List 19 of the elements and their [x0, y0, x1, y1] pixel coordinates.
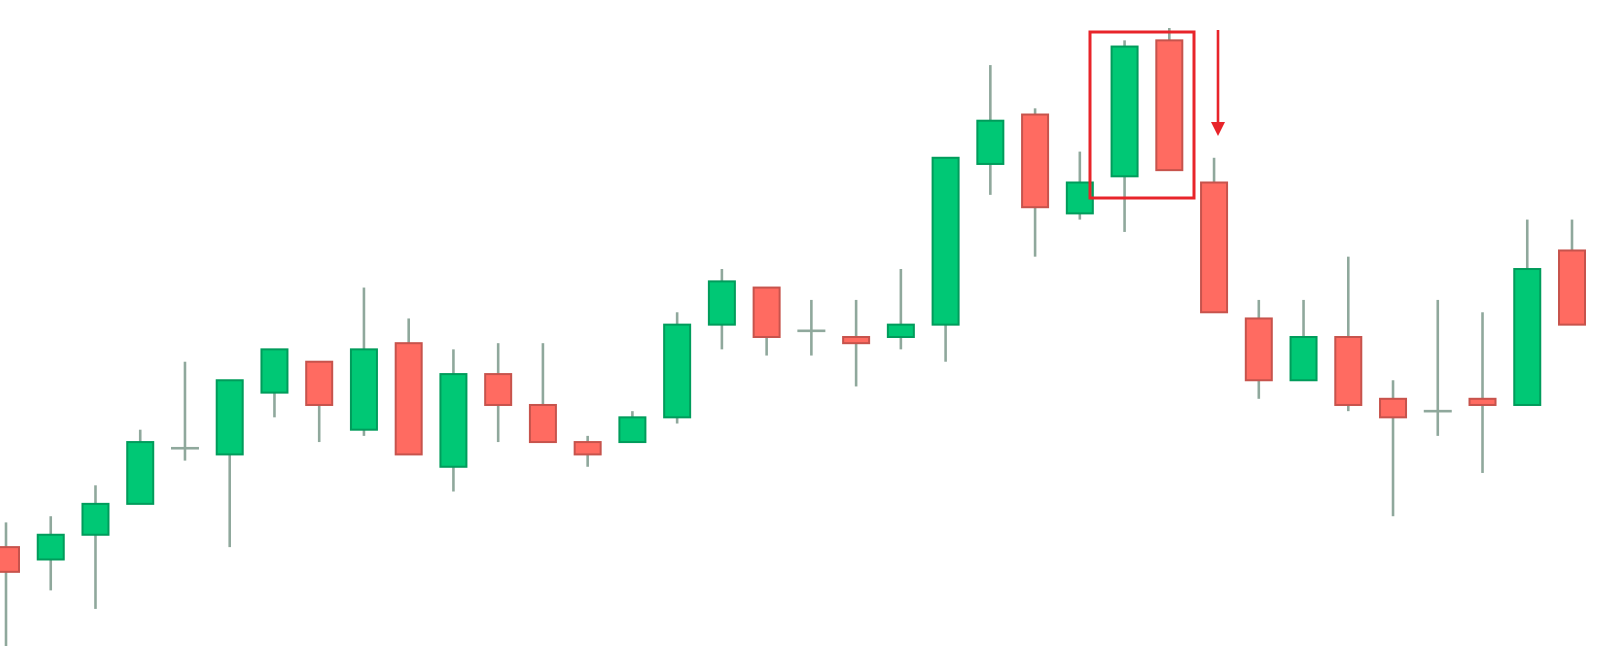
candlestick	[618, 409, 647, 444]
candlestick	[1289, 298, 1318, 382]
candlestick	[573, 434, 602, 469]
candlestick	[842, 298, 871, 388]
candlestick	[305, 360, 334, 444]
candlestick	[36, 514, 65, 592]
candlestick	[707, 267, 736, 351]
candlestick	[1379, 378, 1408, 518]
candlestick	[528, 341, 557, 444]
candlestick	[1422, 298, 1454, 438]
candlestick	[484, 341, 513, 444]
candlestick	[796, 298, 827, 357]
candlestick	[169, 360, 201, 462]
candlestick	[1065, 150, 1094, 221]
candlestick	[1468, 310, 1497, 475]
candlestick	[976, 63, 1005, 197]
candlestick	[886, 267, 915, 351]
candlestick	[260, 348, 289, 419]
candlestick	[81, 484, 110, 611]
